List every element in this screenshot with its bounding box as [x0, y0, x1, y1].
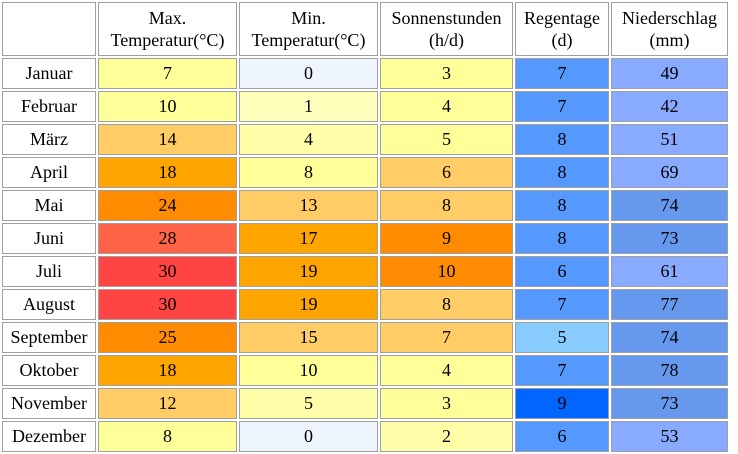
- max-temp-cell: 18: [98, 355, 237, 386]
- sunshine-cell: 9: [380, 223, 513, 254]
- month-cell: Juni: [2, 223, 96, 254]
- precipitation-cell: 69: [611, 157, 728, 188]
- month-cell: März: [2, 124, 96, 155]
- month-cell: Februar: [2, 91, 96, 122]
- month-cell: August: [2, 289, 96, 320]
- max-temp-cell: 24: [98, 190, 237, 221]
- max-temp-cell: 28: [98, 223, 237, 254]
- min-temp-cell: 0: [239, 421, 378, 452]
- min-temp-cell: 1: [239, 91, 378, 122]
- table-row: November 12 5 3 9 73: [2, 388, 728, 419]
- max-temp-cell: 18: [98, 157, 237, 188]
- sunshine-cell: 8: [380, 289, 513, 320]
- precipitation-cell: 61: [611, 256, 728, 287]
- month-cell: Januar: [2, 58, 96, 89]
- sunshine-cell: 2: [380, 421, 513, 452]
- max-temp-cell: 30: [98, 256, 237, 287]
- header-max-temp: Max. Temperatur(°C): [98, 2, 237, 56]
- min-temp-cell: 15: [239, 322, 378, 353]
- precipitation-cell: 49: [611, 58, 728, 89]
- min-temp-cell: 13: [239, 190, 378, 221]
- month-cell: Juli: [2, 256, 96, 287]
- sunshine-cell: 4: [380, 355, 513, 386]
- rain-days-cell: 7: [515, 58, 609, 89]
- header-min-temp: Min. Temperatur(°C): [239, 2, 378, 56]
- precipitation-cell: 74: [611, 322, 728, 353]
- rain-days-cell: 6: [515, 421, 609, 452]
- rain-days-cell: 8: [515, 157, 609, 188]
- rain-days-cell: 7: [515, 355, 609, 386]
- month-cell: November: [2, 388, 96, 419]
- precipitation-cell: 77: [611, 289, 728, 320]
- min-temp-cell: 5: [239, 388, 378, 419]
- month-cell: Dezember: [2, 421, 96, 452]
- header-row: Max. Temperatur(°C) Min. Temperatur(°C) So…: [2, 2, 728, 56]
- sunshine-cell: 7: [380, 322, 513, 353]
- rain-days-cell: 9: [515, 388, 609, 419]
- precipitation-cell: 42: [611, 91, 728, 122]
- table-row: Mai 24 13 8 8 74: [2, 190, 728, 221]
- max-temp-cell: 25: [98, 322, 237, 353]
- min-temp-cell: 17: [239, 223, 378, 254]
- month-cell: September: [2, 322, 96, 353]
- table-row: Juni 28 17 9 8 73: [2, 223, 728, 254]
- precipitation-cell: 73: [611, 388, 728, 419]
- sunshine-cell: 3: [380, 388, 513, 419]
- rain-days-cell: 8: [515, 190, 609, 221]
- max-temp-cell: 8: [98, 421, 237, 452]
- sunshine-cell: 4: [380, 91, 513, 122]
- min-temp-cell: 10: [239, 355, 378, 386]
- precipitation-cell: 51: [611, 124, 728, 155]
- rain-days-cell: 6: [515, 256, 609, 287]
- table-row: Dezember 8 0 2 6 53: [2, 421, 728, 452]
- table-row: Juli 30 19 10 6 61: [2, 256, 728, 287]
- header-precipitation: Niederschlag (mm): [611, 2, 728, 56]
- max-temp-cell: 30: [98, 289, 237, 320]
- header-sunshine: Sonnenstunden (h/d): [380, 2, 513, 56]
- max-temp-cell: 10: [98, 91, 237, 122]
- precipitation-cell: 53: [611, 421, 728, 452]
- precipitation-cell: 74: [611, 190, 728, 221]
- rain-days-cell: 8: [515, 124, 609, 155]
- min-temp-cell: 4: [239, 124, 378, 155]
- min-temp-cell: 8: [239, 157, 378, 188]
- table-row: Februar 10 1 4 7 42: [2, 91, 728, 122]
- table-row: April 18 8 6 8 69: [2, 157, 728, 188]
- precipitation-cell: 73: [611, 223, 728, 254]
- sunshine-cell: 10: [380, 256, 513, 287]
- max-temp-cell: 14: [98, 124, 237, 155]
- table-row: März 14 4 5 8 51: [2, 124, 728, 155]
- rain-days-cell: 7: [515, 91, 609, 122]
- min-temp-cell: 19: [239, 256, 378, 287]
- table-row: August 30 19 8 7 77: [2, 289, 728, 320]
- table-row: Oktober 18 10 4 7 78: [2, 355, 728, 386]
- rain-days-cell: 8: [515, 223, 609, 254]
- corner-cell: [2, 2, 96, 56]
- max-temp-cell: 7: [98, 58, 237, 89]
- month-cell: Oktober: [2, 355, 96, 386]
- month-cell: Mai: [2, 190, 96, 221]
- min-temp-cell: 19: [239, 289, 378, 320]
- precipitation-cell: 78: [611, 355, 728, 386]
- sunshine-cell: 5: [380, 124, 513, 155]
- sunshine-cell: 6: [380, 157, 513, 188]
- sunshine-cell: 8: [380, 190, 513, 221]
- rain-days-cell: 7: [515, 289, 609, 320]
- header-rain-days: Regentage (d): [515, 2, 609, 56]
- table-row: September 25 15 7 5 74: [2, 322, 728, 353]
- min-temp-cell: 0: [239, 58, 378, 89]
- max-temp-cell: 12: [98, 388, 237, 419]
- table-row: Januar 7 0 3 7 49: [2, 58, 728, 89]
- rain-days-cell: 5: [515, 322, 609, 353]
- month-cell: April: [2, 157, 96, 188]
- sunshine-cell: 3: [380, 58, 513, 89]
